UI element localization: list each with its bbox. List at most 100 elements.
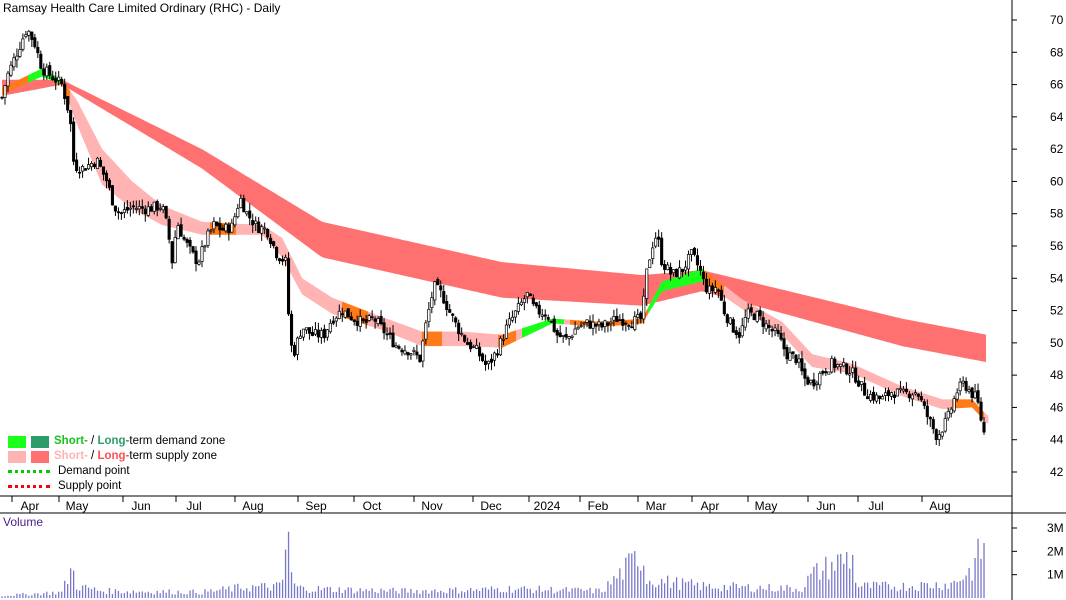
candle-body	[155, 201, 159, 211]
short-term-supply-zone-seg	[290, 254, 293, 276]
short-term-supply-zone-seg	[742, 299, 745, 311]
short-term-supply-zone-seg	[190, 216, 193, 233]
candle-body	[689, 249, 694, 256]
short-term-supply-zone-seg	[788, 328, 791, 344]
short-term-supply-zone-seg	[70, 90, 73, 112]
short-term-supply-zone-seg	[238, 223, 241, 235]
candle-body	[818, 372, 822, 386]
month-label: Sep	[305, 499, 327, 513]
candle-body	[866, 396, 870, 400]
candle-body	[364, 319, 368, 323]
short-term-demand-zone-seg	[528, 325, 531, 336]
candle-body	[552, 318, 556, 332]
candle-body	[278, 258, 282, 262]
month-label: Feb	[588, 499, 609, 513]
short-term-demand-zone-seg	[538, 322, 541, 331]
short-term-demand-zone-seg	[556, 318, 559, 324]
price-tick-label: 50	[1050, 336, 1064, 350]
short-term-demand-zone-seg	[562, 319, 565, 325]
candle-body	[203, 245, 207, 248]
candle-body	[875, 394, 879, 402]
candle-body	[636, 314, 640, 318]
candle-body	[507, 318, 511, 326]
candle-body	[967, 389, 971, 392]
short-term-supply-zone-seg	[398, 322, 401, 338]
candle-body	[301, 328, 306, 338]
candle-body	[84, 168, 88, 171]
candle-body	[379, 315, 383, 325]
candle-body	[501, 339, 506, 341]
candle-body	[522, 298, 526, 303]
long-demand-swatch	[31, 435, 49, 448]
price-tick-label: 52	[1050, 304, 1064, 318]
short-term-demand-zone-seg	[524, 327, 527, 338]
legend-demand-long: Long-	[97, 435, 130, 447]
candle-body	[516, 303, 520, 312]
short-term-supply-zone-seg	[456, 331, 459, 347]
legend-demand-short: Short-	[54, 435, 88, 447]
candle-body	[531, 297, 535, 305]
candle-body	[713, 287, 717, 293]
short-term-supply-zone-seg	[824, 357, 827, 370]
short-term-demand-zone-seg	[526, 326, 529, 337]
short-term-supply-zone-seg	[406, 325, 409, 341]
candle-body	[367, 315, 371, 321]
candle-body	[734, 330, 738, 335]
short-term-supply-zone-seg	[124, 172, 127, 205]
candle-body	[95, 157, 100, 169]
candle-body	[615, 315, 619, 323]
short-term-supply-zone-seg	[740, 297, 743, 309]
short-term-demand-zone-seg	[668, 278, 671, 290]
candle-body	[27, 30, 31, 36]
candle-body	[304, 327, 309, 331]
candle-body	[627, 325, 631, 327]
supply-point-swatch	[8, 485, 50, 488]
short-term-demand-zone-seg	[696, 269, 699, 283]
candle-body	[570, 335, 574, 338]
short-term-supply-zone-seg	[934, 396, 937, 408]
candle-body	[827, 371, 831, 375]
candle-body	[45, 66, 49, 77]
short-term-zone-overlap-seg	[508, 332, 511, 345]
short-term-supply-zone-seg	[302, 278, 305, 296]
short-term-supply-zone-seg	[728, 288, 731, 301]
candle-body	[463, 335, 467, 342]
candle-body	[39, 53, 43, 69]
price-tick-label: 62	[1050, 142, 1064, 156]
short-term-supply-zone-seg	[868, 371, 871, 382]
candle-body	[600, 322, 604, 328]
candle-body	[824, 371, 828, 374]
candle-body	[63, 83, 67, 99]
candle-body	[125, 206, 129, 211]
short-term-supply-zone-seg	[796, 336, 799, 353]
short-term-supply-zone-seg	[894, 382, 897, 394]
candle-body	[919, 396, 923, 401]
short-term-zone-overlap-seg	[628, 319, 631, 325]
short-term-supply-zone-seg	[724, 285, 727, 298]
short-term-demand-zone-seg	[650, 300, 653, 311]
candle-body	[504, 324, 508, 339]
short-term-demand-zone-seg	[28, 74, 31, 83]
candle-body	[412, 349, 416, 352]
short-term-supply-zone-seg	[294, 262, 297, 284]
volume-axis: 1M 2M 3M	[1012, 521, 1064, 582]
short-term-supply-zone-seg	[114, 162, 117, 196]
candle-body	[952, 398, 956, 412]
candle-body	[409, 353, 413, 356]
candle-body	[289, 313, 294, 346]
candle-body	[284, 256, 288, 261]
short-term-demand-zone-seg	[672, 277, 675, 289]
candle-body	[525, 292, 529, 298]
candle-body	[794, 354, 798, 364]
short-term-supply-zone-seg	[320, 289, 323, 308]
short-term-supply-zone-seg	[486, 333, 489, 348]
candle-body	[979, 401, 983, 421]
short-term-supply-zone-seg	[886, 379, 889, 390]
short-term-supply-zone-seg	[798, 339, 801, 355]
short-term-supply-zone-seg	[120, 168, 123, 201]
candle-body	[660, 237, 664, 266]
candle-body	[558, 332, 562, 337]
candle-body	[146, 206, 150, 216]
short-term-supply-zone-seg	[336, 299, 339, 316]
